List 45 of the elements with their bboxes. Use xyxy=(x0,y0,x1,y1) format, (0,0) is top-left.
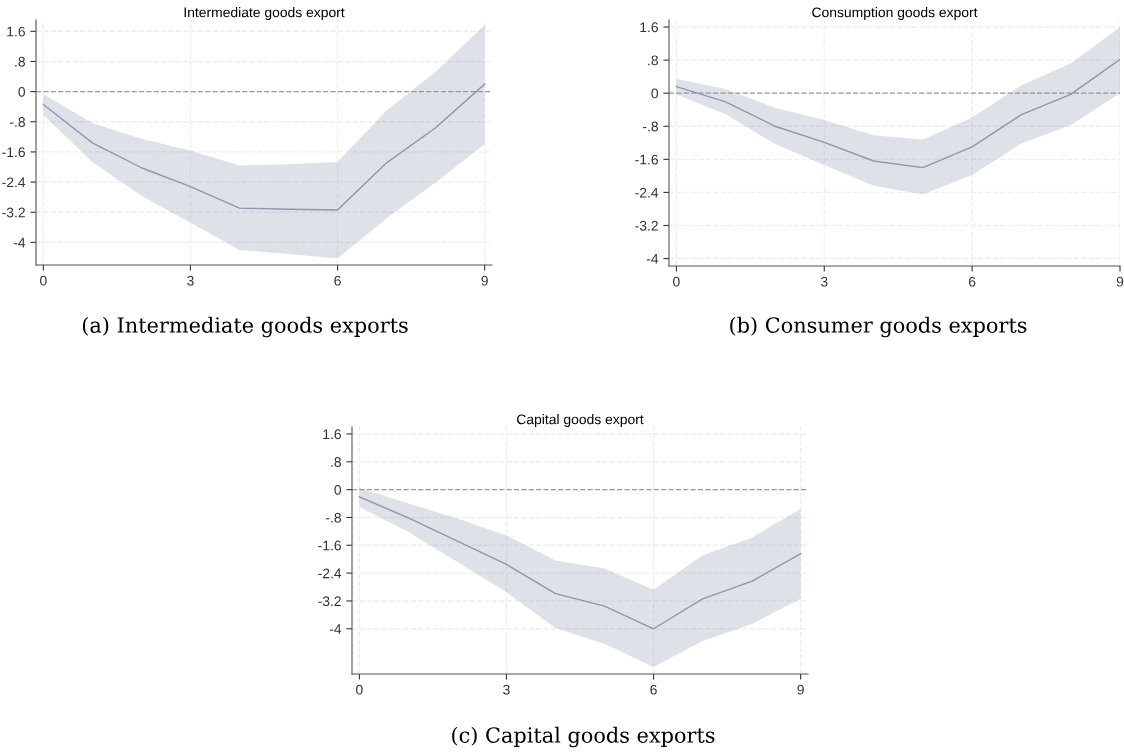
y-tick-label: 1.6 xyxy=(640,22,658,33)
y-tick-label: -2.4 xyxy=(2,177,26,188)
line-series xyxy=(358,496,802,630)
x-tick-label: 3 xyxy=(820,276,828,287)
chart-title: Consumption goods export xyxy=(812,7,978,20)
x-tick-label: 0 xyxy=(673,276,680,287)
text: (a) Intermediate goods exports xyxy=(82,316,408,338)
line-series xyxy=(42,83,486,211)
y-tick-label: -.8 xyxy=(325,512,341,523)
y-tick-label: 0 xyxy=(334,484,342,495)
x-tick-label: 3 xyxy=(187,275,194,286)
y-tick-label: -2.4 xyxy=(635,187,659,198)
x-tick-label: 0 xyxy=(356,684,363,695)
y-tick-label: 1.6 xyxy=(7,26,25,37)
y-tick-label: -3.2 xyxy=(318,596,341,607)
x-tick-label: 9 xyxy=(797,684,804,695)
y-tick-label: .8 xyxy=(331,457,341,467)
x-tick-label: 6 xyxy=(650,684,657,695)
y-tick-label: -.8 xyxy=(642,121,658,132)
y-tick-label: 0 xyxy=(651,88,659,99)
y-tick-label: -3.2 xyxy=(635,220,658,231)
y-tick-label: -3.2 xyxy=(2,207,25,218)
y-tick-label: -2.4 xyxy=(318,568,342,579)
y-tick-label: .8 xyxy=(648,55,658,66)
y-tick-label: .8 xyxy=(15,56,25,67)
x-tick-label: 9 xyxy=(481,275,488,286)
y-tick-label: -4 xyxy=(13,237,26,248)
x-tick-label: 6 xyxy=(968,276,976,287)
x-tick-label: 0 xyxy=(40,275,47,286)
chart-title: Intermediate goods export xyxy=(184,7,345,20)
x-tick-label: 3 xyxy=(503,684,510,695)
line-series xyxy=(675,58,1120,169)
y-tick-label: 1.6 xyxy=(323,429,341,440)
y-tick-label: -1.6 xyxy=(318,540,341,551)
x-tick-label: 9 xyxy=(1116,276,1124,287)
y-tick-label: -4 xyxy=(329,624,342,634)
text: (c) Capital goods exports xyxy=(452,726,715,748)
y-tick-label: -1.6 xyxy=(2,147,25,158)
y-tick-label: -4 xyxy=(646,254,659,264)
y-tick-label: 0 xyxy=(18,86,26,97)
y-tick-label: -1.6 xyxy=(635,154,658,165)
chart-title: Capital goods export xyxy=(517,414,644,427)
y-tick-label: -.8 xyxy=(9,117,25,127)
x-tick-label: 6 xyxy=(334,275,341,286)
text: (b) Consumer goods exports xyxy=(730,316,1027,338)
